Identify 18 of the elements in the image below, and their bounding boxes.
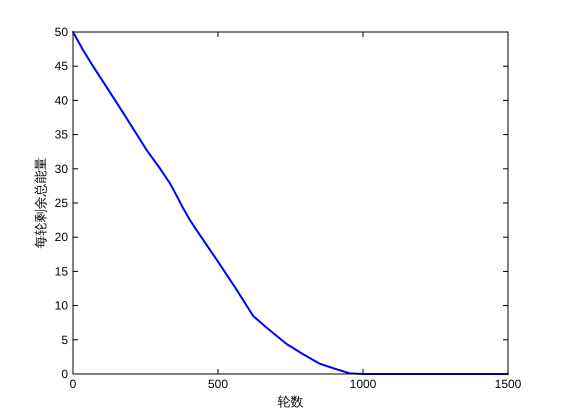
x-axis-title: 轮数 [278,394,304,409]
y-tick-label: 35 [54,128,68,142]
y-tick-label: 20 [54,230,68,244]
y-tick-label: 0 [61,367,68,381]
y-tick-label: 10 [54,298,68,313]
y-axis-title: 每轮剩余总能量 [33,158,48,248]
x-tick-label: 1000 [350,377,377,391]
x-tick-label: 0 [70,377,77,391]
y-tick-label: 45 [54,59,68,74]
y-tick-label: 15 [54,264,68,278]
y-tick-label: 50 [54,25,68,39]
y-tick-label: 5 [61,332,68,347]
y-tick-label: 25 [54,196,68,210]
line-series [72,31,509,375]
x-tick-label: 500 [208,377,228,391]
x-tick-label: 1500 [494,377,522,391]
y-tick-label: 30 [54,162,68,176]
y-tick-label: 40 [54,93,68,108]
